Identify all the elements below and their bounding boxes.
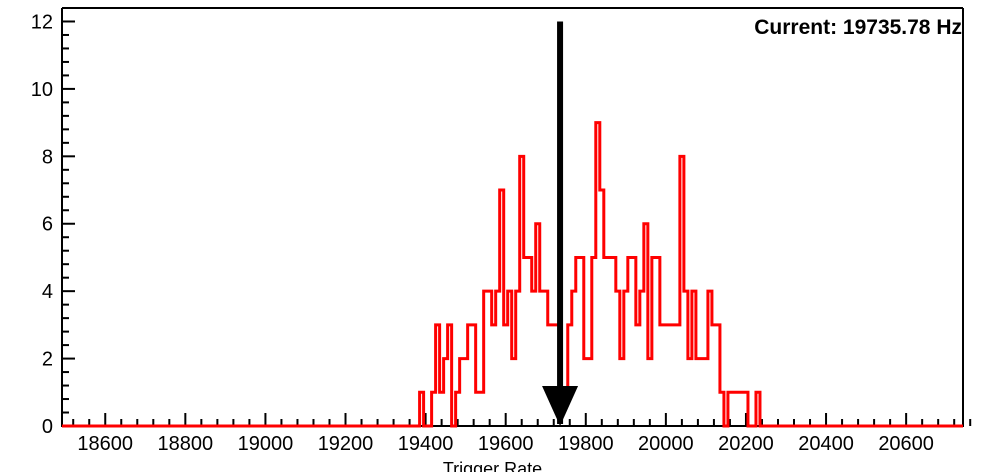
axis-frame-path bbox=[61, 8, 964, 427]
y-tick-label: 6 bbox=[42, 214, 53, 236]
histogram-outline bbox=[62, 121, 963, 428]
marker-arrowhead bbox=[542, 386, 579, 426]
x-tick-label: 19400 bbox=[398, 433, 454, 455]
y-tick-label: 10 bbox=[31, 79, 53, 101]
x-tick-label: 20200 bbox=[718, 433, 774, 455]
x-axis-title-text: Trigger Rate bbox=[443, 459, 542, 472]
y-tick-label: 0 bbox=[42, 416, 53, 438]
y-tick-label: 8 bbox=[42, 146, 53, 168]
x-tick-label: 20000 bbox=[638, 433, 694, 455]
y-tick-label: 2 bbox=[42, 349, 53, 371]
y-tick-label: 4 bbox=[42, 281, 53, 303]
x-axis-tick-labels: 18600 18800 19000 19200 19400 19600 19800 20000… bbox=[77, 433, 934, 455]
x-tick-label: 18800 bbox=[158, 433, 214, 455]
current-rate-marker bbox=[542, 21, 579, 426]
x-tick-label: 19000 bbox=[238, 433, 294, 455]
x-tick-label: 18600 bbox=[77, 433, 133, 455]
axis-frame bbox=[61, 7, 964, 427]
x-tick-label: 19200 bbox=[318, 433, 374, 455]
x-axis-title: Trigger Rate bbox=[443, 459, 542, 472]
y-axis-tick-labels: 0 2 4 6 8 10 12 bbox=[31, 11, 53, 438]
x-axis-ticks bbox=[72, 413, 972, 426]
x-tick-label: 19600 bbox=[478, 433, 534, 455]
x-tick-label: 20600 bbox=[878, 433, 934, 455]
y-tick-label: 12 bbox=[31, 11, 53, 33]
histogram-series bbox=[62, 121, 963, 428]
y-axis-ticks bbox=[62, 7, 75, 427]
x-tick-label: 19800 bbox=[558, 433, 614, 455]
current-rate-readout: Current: 19735.78 Hz bbox=[754, 16, 962, 39]
x-tick-label: 20400 bbox=[798, 433, 854, 455]
